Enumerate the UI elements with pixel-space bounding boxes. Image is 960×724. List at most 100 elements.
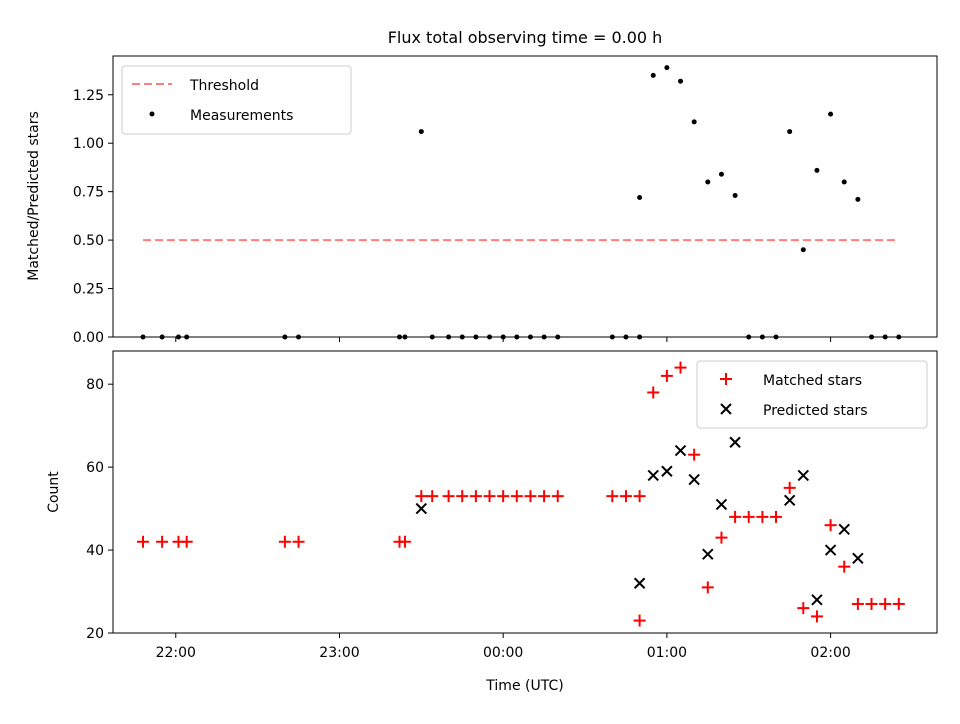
top-legend: Threshold Measurements	[121, 65, 352, 135]
matched-star-point	[838, 560, 851, 573]
matched-star-point	[510, 490, 523, 503]
matched-star-point	[660, 369, 673, 382]
legend-threshold-label: Threshold	[189, 78, 259, 94]
bottom-x-tick-label: 02:00	[810, 645, 850, 661]
bottom-plot-frame	[112, 350, 938, 634]
bottom-y-tick-label: 60	[86, 460, 104, 476]
matched-star-point	[810, 610, 823, 623]
top-y-tick-label: 1.00	[73, 136, 104, 152]
predicted-star-point	[797, 469, 810, 482]
top-plot-frame	[112, 55, 938, 338]
bottom-panel: 20 40 60 80 22:00 23:00 00:00 01:00 02:00 Count…	[46, 350, 938, 694]
matched-star-point	[619, 490, 632, 503]
predicted-star-point	[729, 436, 741, 448]
top-legend-box	[121, 65, 352, 135]
top-y-tick-label: 1.25	[73, 88, 104, 104]
measurement-point	[800, 247, 806, 253]
measurement-point	[705, 179, 711, 185]
predicted-star-point	[702, 548, 714, 560]
bottom-x-tick-label: 22:00	[156, 645, 196, 661]
bottom-legend-box	[696, 360, 928, 429]
top-y-tick-label: 0.50	[73, 233, 104, 249]
bottom-x-tick-label: 00:00	[483, 645, 523, 661]
matched-star-point	[483, 490, 496, 503]
measurement-point	[855, 196, 861, 202]
predicted-star-point	[688, 473, 700, 486]
matched-star-point	[137, 535, 150, 548]
predicted-star-point	[661, 465, 673, 477]
measurement-point	[732, 193, 738, 199]
matched-star-point	[715, 531, 728, 544]
matched-star-point	[497, 490, 510, 503]
measurement-point	[787, 129, 793, 135]
matched-star-point	[398, 535, 411, 548]
bottom-y-tick-label: 40	[86, 543, 104, 559]
top-y-axis-label: Matched/Predicted stars	[26, 111, 42, 281]
matched-star-point	[633, 490, 646, 503]
matched-star-point	[742, 510, 755, 523]
matched-star-point	[674, 361, 687, 374]
predicted-star-point	[838, 523, 850, 536]
matched-star-point	[633, 614, 646, 627]
legend-matched-label: Matched stars	[763, 373, 862, 389]
top-y-tick-label: 0.25	[73, 282, 104, 298]
measurement-point	[691, 119, 697, 125]
matched-star-point	[538, 490, 551, 503]
matched-star-point	[606, 490, 619, 503]
matched-star-point	[797, 602, 810, 615]
matched-star-point	[469, 490, 482, 503]
matched-star-point	[729, 510, 742, 523]
measurement-point	[650, 72, 656, 78]
predicted-star-point	[824, 544, 837, 556]
predicted-star-point	[811, 594, 823, 606]
matched-star-point	[180, 535, 193, 548]
bottom-y-tick-label: 80	[86, 377, 104, 393]
measurement-point	[841, 179, 847, 185]
predicted-star-point	[415, 502, 428, 515]
top-y-tick-label: 0.00	[73, 330, 104, 346]
top-panel: 0.00 0.25 0.50 0.75 1.00 1.25 Matched/Predict…	[26, 55, 938, 346]
legend-measurements-label: Measurements	[190, 108, 293, 124]
top-y-tick-label: 0.75	[73, 185, 104, 201]
matched-star-point	[824, 519, 837, 532]
measurement-point	[828, 111, 834, 117]
matched-star-point	[426, 490, 439, 503]
figure-title: Flux total observing time = 0.00 h	[388, 28, 663, 47]
bottom-y-tick-label: 20	[86, 626, 104, 642]
matched-star-point	[647, 386, 660, 399]
bottom-legend: Matched stars Predicted stars	[696, 360, 928, 429]
bottom-x-tick-label: 23:00	[319, 645, 359, 661]
legend-predicted-label: Predicted stars	[763, 403, 868, 419]
legend-predicted-swatch	[720, 403, 732, 415]
matched-star-point	[524, 490, 537, 503]
measurement-point	[814, 167, 820, 173]
bottom-x-tick-label: 01:00	[647, 645, 687, 661]
measurement-point	[637, 194, 643, 200]
matched-star-point	[892, 597, 905, 610]
matched-star-point	[278, 535, 291, 548]
measurement-point	[678, 78, 684, 84]
predicted-star-point	[633, 577, 646, 589]
predicted-star-point	[647, 469, 659, 482]
measurement-point	[664, 65, 670, 71]
matched-star-point	[456, 490, 469, 503]
x-axis-label: Time (UTC)	[485, 678, 563, 694]
legend-measurements-swatch	[149, 111, 155, 117]
measurement-point	[718, 171, 724, 177]
matched-star-point	[851, 597, 864, 610]
matched-star-point	[783, 481, 796, 494]
measurement-point	[418, 129, 424, 135]
matched-star-point	[701, 581, 714, 594]
matched-star-point	[551, 490, 564, 503]
predicted-star-point	[783, 494, 796, 507]
matched-star-point	[442, 490, 455, 503]
matched-star-point	[688, 448, 701, 461]
predicted-star-point	[674, 444, 687, 457]
bottom-y-axis-label: Count	[46, 471, 62, 513]
matched-star-point	[415, 490, 428, 503]
matched-star-point	[156, 535, 169, 548]
matched-star-point	[865, 597, 878, 610]
legend-matched-swatch	[720, 373, 732, 385]
matched-star-point	[292, 535, 305, 548]
